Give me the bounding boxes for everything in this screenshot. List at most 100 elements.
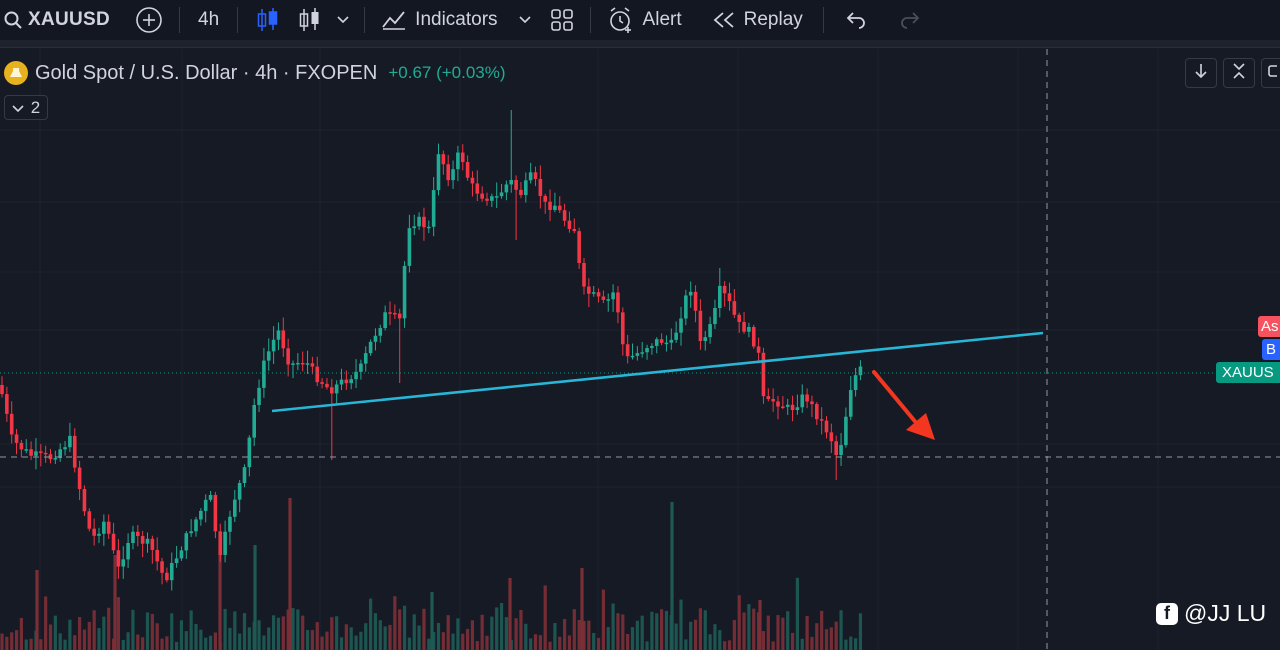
volume-bar: [732, 620, 736, 650]
chart-type-dropdown[interactable]: [336, 0, 350, 40]
volume-bar: [626, 633, 630, 650]
volume-bar: [758, 600, 762, 650]
volume-bar: [533, 634, 538, 650]
symbol-price-label: XAUUS: [1222, 364, 1274, 381]
candle-body: [441, 154, 446, 165]
chevron-down-icon: [518, 15, 532, 25]
volume-bar: [829, 627, 833, 650]
volume-bar: [247, 627, 251, 650]
volume-bar: [160, 638, 164, 650]
candle-body: [281, 330, 286, 349]
candle-body: [519, 189, 523, 196]
compare-symbol-button[interactable]: [135, 0, 163, 40]
volume-bar: [175, 641, 179, 650]
volume-bar: [660, 609, 664, 650]
price-chart[interactable]: [0, 49, 1280, 650]
volume-bar: [820, 610, 824, 650]
volume-bar: [538, 635, 542, 650]
gold-coin-icon: [4, 61, 28, 85]
redo-button[interactable]: [898, 0, 922, 40]
volume-bar: [223, 608, 227, 650]
volume-bar: [213, 632, 217, 650]
volume-bar: [858, 613, 863, 650]
volume-bar: [398, 609, 402, 650]
layouts-button[interactable]: [550, 0, 574, 40]
maximize-pane-button[interactable]: [1223, 58, 1255, 88]
fullscreen-button[interactable]: [1261, 58, 1280, 88]
redo-icon: [898, 10, 922, 30]
symbol-search[interactable]: XAUUSD: [4, 0, 110, 40]
indicators-button[interactable]: Indicators: [381, 0, 498, 40]
candle-body: [810, 401, 814, 405]
candles-icon: [256, 7, 280, 33]
candle-body: [29, 449, 33, 456]
volume-bar: [441, 632, 445, 650]
volume-bar: [14, 630, 19, 650]
candle-body: [24, 449, 29, 451]
candle-body: [237, 482, 242, 500]
candle-body: [747, 326, 751, 332]
volume-bar: [580, 568, 584, 650]
alert-button[interactable]: Alert: [607, 0, 682, 40]
volume-bar: [436, 622, 441, 650]
replay-button[interactable]: Replay: [712, 0, 803, 40]
volume-bar: [630, 627, 635, 650]
volume-bar: [689, 621, 693, 650]
indicators-dropdown[interactable]: [518, 0, 532, 40]
volume-bar: [834, 621, 838, 650]
candle-body: [417, 216, 421, 227]
watermark-text: @JJ LU: [1184, 600, 1267, 626]
candle-body: [776, 401, 780, 407]
toolbar-shadow: [0, 40, 1280, 48]
candle-body: [713, 307, 717, 325]
symbol-title[interactable]: Gold Spot / U.S. Dollar · 4h · FXOPEN: [35, 61, 378, 84]
candle-body: [553, 205, 557, 210]
candle-body: [257, 387, 261, 405]
collapse-indicators-button[interactable]: 2: [4, 95, 48, 120]
interval-button[interactable]: 4h: [198, 0, 219, 40]
volume-bar: [29, 638, 33, 650]
candle-body: [199, 510, 203, 520]
candle-body: [422, 216, 426, 228]
candle-body: [378, 328, 383, 336]
candle-body: [106, 521, 111, 534]
candle-body: [300, 362, 305, 365]
candle-body: [664, 342, 669, 345]
candle-body: [635, 353, 640, 356]
volume-bar: [330, 617, 334, 650]
candle-body: [858, 366, 863, 376]
candle-body: [247, 437, 252, 468]
candle-body: [179, 550, 184, 559]
volume-bar: [529, 638, 533, 650]
candle-body: [451, 169, 455, 181]
candle-body: [412, 226, 417, 229]
candle-body: [145, 538, 150, 544]
volume-bar: [233, 611, 237, 650]
chart-type-candles-button[interactable]: [256, 0, 280, 40]
candle-body: [756, 346, 761, 353]
layout-icon: [550, 8, 574, 32]
candle-body: [169, 563, 174, 581]
candle-body: [102, 521, 106, 534]
candle-body: [659, 339, 664, 343]
candle-body: [460, 152, 465, 163]
volume-bar: [747, 604, 751, 650]
candle-body: [848, 390, 853, 417]
volume-bar: [461, 633, 465, 650]
chart-type-bars-button[interactable]: [298, 0, 322, 40]
volume-bar: [737, 595, 741, 650]
candle-body: [97, 533, 101, 536]
volume-bar: [78, 617, 82, 650]
undo-button[interactable]: [844, 0, 868, 40]
candle-body: [805, 394, 809, 402]
scroll-down-button[interactable]: [1185, 58, 1217, 88]
candle-body: [174, 558, 179, 564]
divider: [364, 7, 366, 33]
volume-bar: [601, 589, 605, 650]
volume-bar: [102, 616, 106, 650]
volume-bar: [194, 623, 198, 650]
add-symbol-icon: [135, 6, 163, 34]
volume-bar: [53, 615, 57, 650]
volume-bar: [242, 613, 247, 650]
volume-bar: [563, 619, 567, 650]
